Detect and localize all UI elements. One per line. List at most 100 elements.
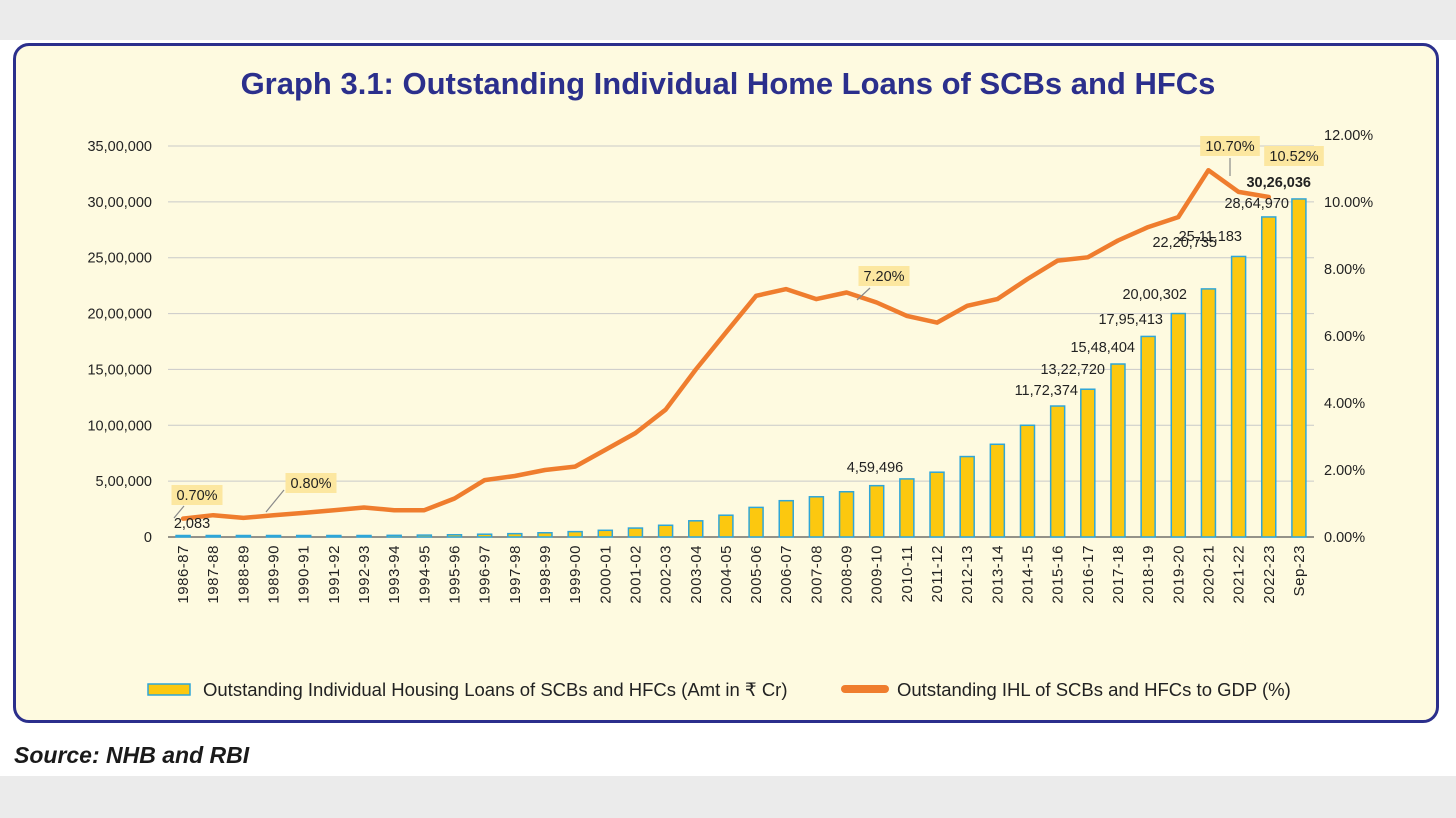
x-tick-label: 1994-95 [416, 545, 433, 604]
x-tick-label: 2020-21 [1200, 545, 1217, 604]
bar [1200, 288, 1217, 538]
callout-highlight [1264, 146, 1324, 166]
bar [1170, 312, 1187, 538]
x-tick-label: 2010-11 [899, 545, 916, 602]
x-tick-label: 2016-17 [1080, 545, 1097, 604]
bar-value-label: 20,00,302 [1122, 287, 1187, 303]
y-left-tick-label: 25,00,000 [87, 251, 152, 267]
line-value-label: 0.70% [176, 488, 217, 504]
x-tick-label: 1988-89 [235, 545, 252, 604]
bar-value-label: 30,26,036 [1246, 175, 1311, 191]
x-tick-label: 2011-12 [929, 545, 946, 602]
line-value-label: 10.70% [1205, 139, 1254, 155]
x-tick-label: 2018-19 [1140, 545, 1157, 604]
bar [416, 534, 433, 538]
x-tick-label: 1995-96 [447, 545, 464, 604]
bar [929, 471, 945, 538]
y-left-tick-label: 15,00,000 [87, 362, 152, 378]
y-left-tick-label: 30,00,000 [87, 195, 152, 211]
bar [748, 506, 764, 538]
x-tick-label: 1987-88 [205, 545, 222, 604]
bar [1140, 335, 1156, 538]
bar [386, 534, 402, 538]
y-right-tick-label: 2.00% [1324, 463, 1365, 479]
source-note: Source: NHB and RBI [14, 742, 250, 768]
legend-line-label: Outstanding IHL of SCBs and HFCs to GDP … [897, 679, 1291, 700]
x-tick-label: 2002-03 [658, 545, 675, 604]
bar [838, 491, 855, 538]
callout-highlight [171, 485, 223, 505]
bar [1019, 424, 1036, 538]
bar [1230, 255, 1247, 538]
bar [1049, 405, 1066, 538]
chart-title: Graph 3.1: Outstanding Individual Home L… [240, 66, 1216, 101]
bar-value-label: 22,20,735 [1152, 235, 1217, 251]
x-tick-label: 1998-99 [537, 545, 554, 604]
y-left-tick-label: 5,00,000 [96, 474, 152, 490]
bar [959, 455, 975, 538]
bar [718, 514, 734, 538]
callout-highlight [285, 473, 337, 493]
callout-highlight [858, 266, 910, 286]
bar [1080, 388, 1096, 538]
x-tick-label: 1990-91 [296, 545, 313, 604]
x-tick-label: 1992-93 [356, 545, 373, 604]
x-tick-label: 2015-16 [1050, 545, 1067, 604]
x-tick-label: 2005-06 [748, 545, 765, 604]
y-left-tick-label: 10,00,000 [87, 418, 152, 434]
x-tick-label: 2007-08 [808, 545, 825, 604]
y-left-tick-label: 35,00,000 [87, 139, 152, 155]
y-right-tick-label: 8.00% [1324, 262, 1365, 278]
legend-bar-label: Outstanding Individual Housing Loans of … [203, 679, 788, 700]
bar [446, 534, 463, 538]
bar [989, 443, 1006, 538]
callout-leader [173, 505, 185, 519]
bar [326, 534, 342, 538]
x-tick-label: 1991-92 [326, 545, 343, 604]
bar [597, 529, 614, 538]
x-tick-label: 1996-97 [477, 545, 494, 604]
bar [205, 534, 221, 538]
x-tick-label: 1999-00 [567, 545, 584, 604]
y-left-tick-label: 20,00,000 [87, 307, 152, 323]
callout-leader [265, 489, 285, 513]
x-tick-label: 2022-23 [1261, 545, 1278, 604]
bar [476, 533, 493, 538]
bar [1261, 216, 1277, 538]
bar [265, 534, 282, 538]
x-tick-label: 2003-04 [688, 545, 705, 604]
bar [235, 534, 252, 538]
bar [537, 532, 553, 538]
y-right-tick-label: 12.00% [1324, 128, 1373, 144]
line-value-label: 0.80% [290, 476, 331, 492]
x-tick-label: 1993-94 [386, 545, 403, 604]
line-value-label: 7.20% [863, 269, 904, 285]
x-tick-label: 2008-09 [839, 545, 856, 604]
y-right-tick-label: 0.00% [1324, 530, 1365, 546]
bar [1110, 363, 1126, 538]
x-tick-label: 2001-02 [627, 545, 644, 604]
bar [567, 530, 583, 538]
x-tick-label: Sep-23 [1291, 545, 1308, 596]
bar-value-label: 15,48,404 [1070, 340, 1135, 356]
x-tick-label: 2021-22 [1231, 545, 1248, 604]
x-tick-label: 2012-13 [959, 545, 976, 604]
bar [688, 520, 704, 538]
callout-leader [856, 287, 871, 301]
callout-highlight [1200, 136, 1260, 156]
x-tick-label: 2004-05 [718, 545, 735, 604]
bar [356, 534, 372, 538]
bar [507, 532, 523, 538]
bar [657, 524, 674, 538]
line-series [180, 167, 1272, 521]
bar [175, 534, 191, 538]
bar [899, 478, 915, 538]
x-tick-label: 2019-20 [1170, 545, 1187, 604]
bar [295, 534, 312, 538]
bar [868, 484, 885, 538]
bar [1291, 198, 1307, 538]
y-right-tick-label: 4.00% [1324, 396, 1365, 412]
bar [778, 499, 794, 538]
x-tick-label: 2000-01 [597, 545, 614, 604]
bar-value-label: 11,72,374 [1015, 383, 1078, 399]
